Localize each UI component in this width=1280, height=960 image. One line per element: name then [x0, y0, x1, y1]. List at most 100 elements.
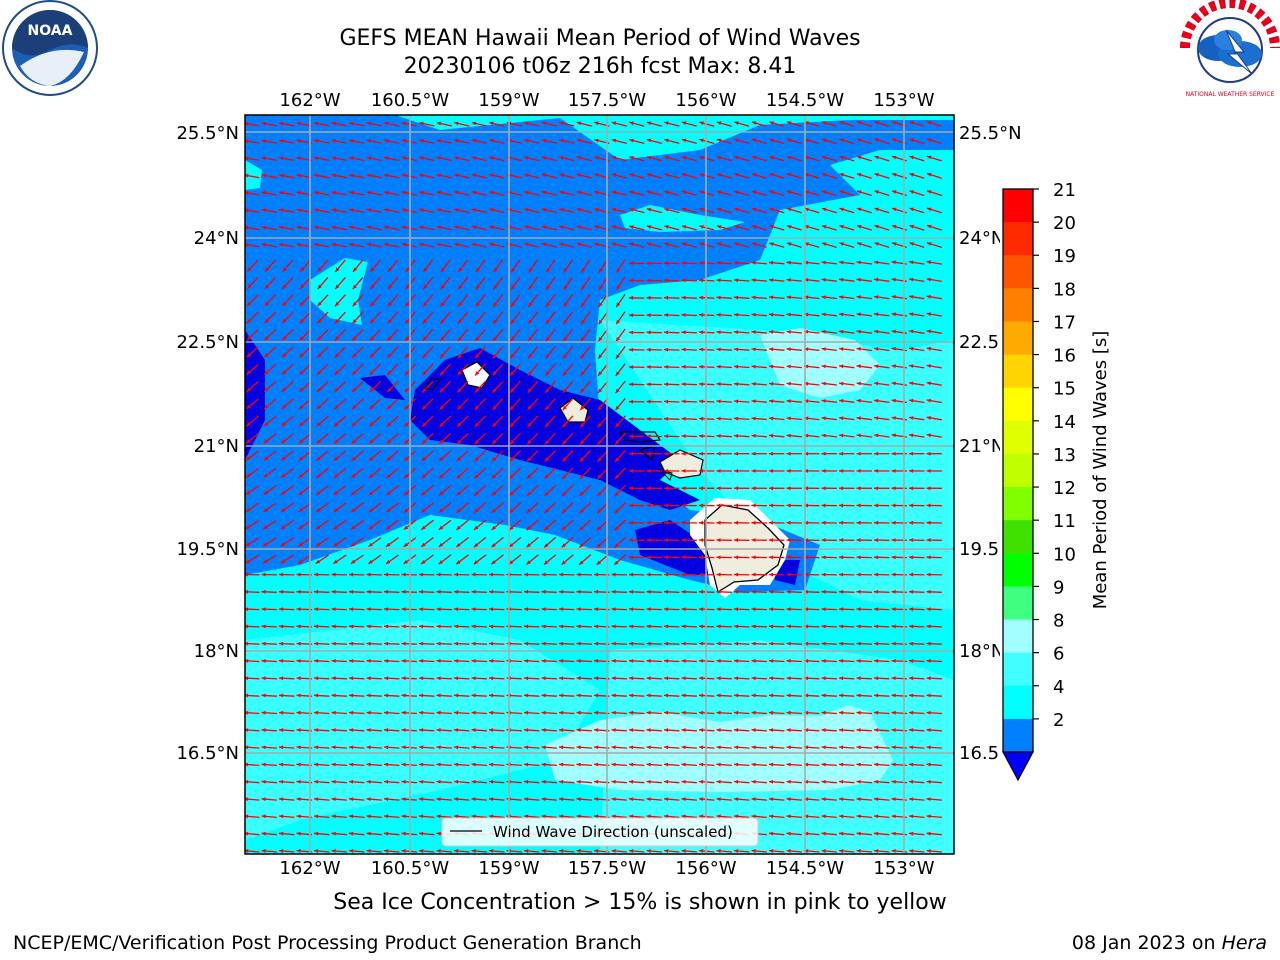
wave-arrow-head	[874, 693, 879, 698]
wave-arrow-head	[559, 762, 564, 767]
wave-arrow-head	[489, 225, 494, 230]
nws-logo: NATIONAL WEATHER SERVICE	[1180, 0, 1280, 98]
wave-arrow-head	[524, 814, 529, 819]
wave-arrow-head	[646, 121, 652, 126]
wave-arrow-head	[751, 330, 756, 334]
wave-arrow-head	[769, 242, 774, 247]
wave-arrow-head	[681, 451, 686, 456]
wave-arrow-head	[839, 399, 844, 403]
wave-arrow-head	[769, 849, 774, 853]
wave-arrow-head	[562, 508, 567, 514]
wave-arrow-head	[245, 525, 251, 529]
wave-arrow-head	[839, 728, 844, 732]
wave-arrow-head	[471, 814, 476, 819]
wave-arrow-head	[926, 503, 931, 508]
wave-arrow-head	[245, 559, 251, 564]
wave-arrow-head	[614, 560, 619, 565]
wave-arrow-head	[316, 490, 321, 495]
wave-arrow-head	[874, 814, 879, 819]
wave-arrow-head	[436, 208, 442, 212]
wave-arrow-head	[279, 831, 284, 836]
wave-arrow-head	[366, 728, 371, 732]
wave-arrow-head	[489, 208, 494, 212]
wave-arrow-head	[926, 364, 931, 368]
wave-arrow-head	[804, 451, 809, 456]
wave-arrow-head	[734, 225, 739, 229]
lon-label-bottom: 156°W	[675, 858, 736, 879]
wind-wave-arrows	[245, 120, 942, 853]
wave-arrow-head	[246, 456, 251, 461]
wave-arrow-head	[614, 509, 619, 514]
wave-arrow-head	[646, 242, 652, 247]
wave-arrow-head	[681, 728, 686, 732]
wave-arrow-head	[716, 347, 721, 352]
wave-arrow-head	[580, 337, 585, 342]
wave-arrow-head	[579, 509, 584, 514]
wave-arrow-head	[439, 439, 444, 444]
wave-arrow-head	[909, 433, 914, 438]
wave-arrow-head	[333, 491, 339, 495]
wave-arrow-head	[545, 388, 550, 393]
wave-arrow-head	[245, 745, 249, 750]
wave-arrow-head	[611, 710, 616, 715]
wave-arrow-head	[664, 849, 669, 853]
wave-arrow-head	[786, 728, 791, 732]
wave-arrow-head	[804, 433, 809, 438]
wave-arrow-head	[909, 641, 914, 646]
wave-arrow-head	[699, 347, 704, 352]
wave-arrow-head	[751, 121, 757, 125]
wave-arrow-head	[279, 814, 284, 819]
wave-arrow-head	[839, 451, 844, 456]
wave-arrow-head	[804, 762, 809, 767]
wave-arrow-head	[331, 190, 337, 195]
wave-arrow-head	[664, 624, 669, 629]
wave-arrow-head	[821, 399, 826, 403]
wave-arrow-head	[629, 207, 634, 212]
wave-arrow-head	[616, 302, 621, 308]
wave-arrow-head	[856, 676, 861, 681]
wave-arrow-head	[804, 814, 809, 819]
wave-arrow-head	[261, 779, 266, 784]
wave-arrow-head	[439, 474, 444, 479]
wave-arrow-head	[580, 405, 585, 411]
wave-arrow-head	[334, 336, 340, 341]
wave-arrow-head	[401, 779, 406, 784]
wave-arrow-head	[419, 797, 424, 802]
wave-arrow-head	[351, 422, 357, 427]
wave-arrow-head	[421, 560, 426, 564]
chart-title: GEFS MEAN Hawaii Mean Period of Wind Wav…	[339, 26, 861, 51]
wave-arrow-head	[926, 381, 931, 386]
wave-arrow-head	[524, 676, 529, 681]
wave-arrow-head	[804, 745, 809, 750]
wave-arrow-head	[909, 329, 914, 334]
wave-arrow-head	[331, 121, 337, 126]
wave-arrow-head	[316, 387, 322, 392]
wave-arrow-head	[261, 797, 266, 802]
wave-arrow-head	[874, 555, 879, 560]
wave-arrow-head	[734, 364, 739, 369]
wave-arrow-head	[839, 589, 844, 594]
wave-arrow-head	[353, 267, 358, 272]
wave-arrow-head	[598, 388, 603, 393]
wave-arrow-head	[734, 399, 739, 404]
wave-arrow-head	[891, 312, 896, 317]
wave-arrow-head	[716, 538, 721, 542]
wave-arrow-head	[314, 121, 319, 126]
wave-arrow-head	[563, 371, 568, 376]
wave-arrow-head	[821, 849, 826, 853]
wave-arrow-head	[366, 156, 372, 161]
wave-arrow-head	[699, 121, 704, 126]
wave-arrow-head	[440, 353, 445, 359]
wave-arrow-head	[927, 190, 932, 194]
wave-arrow-head	[769, 155, 774, 160]
wave-arrow-head	[699, 624, 704, 629]
wave-arrow-head	[524, 728, 529, 732]
wave-arrow-head	[734, 693, 739, 698]
wave-arrow-head	[296, 242, 301, 247]
wave-arrow-head	[576, 728, 581, 732]
wave-arrow-head	[926, 416, 931, 420]
wave-arrow-head	[314, 572, 319, 577]
wave-arrow-head	[891, 710, 896, 715]
wave-arrow-head	[909, 486, 914, 491]
wave-arrow-head	[734, 312, 739, 317]
